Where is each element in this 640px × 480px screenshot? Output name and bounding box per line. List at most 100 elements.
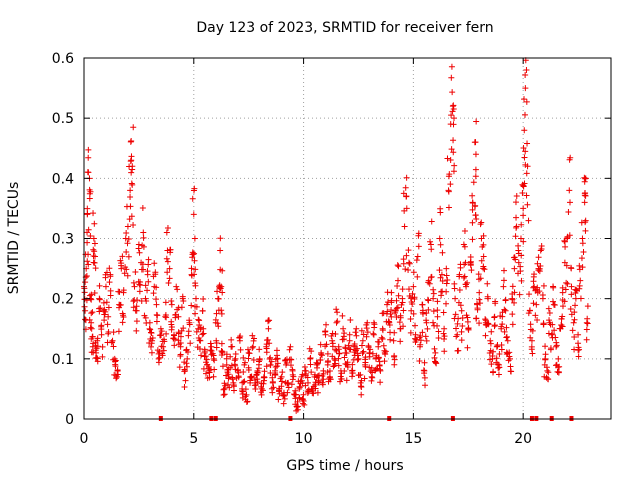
data-point [182, 377, 189, 384]
data-point [188, 265, 195, 272]
data-point [228, 336, 235, 343]
data-point [517, 268, 524, 275]
data-point [430, 286, 437, 293]
data-point [571, 309, 578, 316]
data-point [324, 359, 331, 366]
data-point [305, 386, 312, 393]
data-point [146, 319, 153, 326]
data-point [572, 302, 579, 309]
data-point [137, 282, 144, 289]
data-point [281, 395, 288, 402]
data-point [221, 391, 228, 398]
data-point [546, 310, 553, 317]
data-point [343, 377, 350, 384]
data-point [170, 335, 177, 342]
data-point [584, 315, 591, 322]
data-point [413, 257, 420, 264]
data-point [501, 328, 508, 335]
data-point [481, 266, 488, 273]
data-point [307, 361, 314, 368]
data-point [199, 331, 206, 338]
data-point [567, 306, 574, 313]
data-point [484, 321, 491, 328]
data-point [375, 355, 382, 362]
data-point [166, 275, 173, 282]
data-point [343, 361, 350, 368]
data-point [129, 166, 136, 173]
data-point [469, 219, 476, 226]
data-point [139, 205, 146, 212]
data-point [180, 325, 187, 332]
data-point [520, 183, 527, 190]
data-point [395, 292, 402, 299]
data-point [240, 354, 247, 361]
data-point [464, 318, 471, 325]
data-point [349, 373, 356, 380]
data-point [498, 323, 505, 330]
data-point [366, 353, 373, 360]
data-point [364, 329, 371, 336]
data-point [87, 188, 94, 195]
data-point [473, 315, 480, 322]
data-point [99, 343, 106, 350]
data-point [391, 361, 398, 368]
data-point [349, 361, 356, 368]
data-point [243, 391, 250, 398]
data-point [566, 199, 573, 206]
data-point [83, 273, 90, 280]
data-point [504, 337, 511, 344]
data-point [338, 375, 345, 382]
data-point [453, 325, 460, 332]
data-point [144, 268, 151, 275]
data-point [237, 346, 244, 353]
data-point [133, 327, 140, 334]
data-point [360, 348, 367, 355]
data-point [270, 384, 277, 391]
data-point [85, 251, 92, 258]
data-point [337, 378, 344, 385]
data-point [133, 318, 140, 325]
data-point [387, 311, 394, 318]
data-point [400, 260, 407, 267]
data-point [516, 291, 523, 298]
data-point [164, 269, 171, 276]
data-point [490, 348, 497, 355]
data-point [274, 363, 281, 370]
data-point [342, 344, 349, 351]
data-point [576, 346, 583, 353]
data-point [140, 243, 147, 250]
data-point [218, 310, 225, 317]
data-point [367, 346, 374, 353]
data-point [197, 337, 204, 344]
data-point [347, 346, 354, 353]
data-point [484, 280, 491, 287]
data-point [432, 359, 439, 366]
data-point [509, 311, 516, 318]
data-points [81, 57, 591, 414]
y-tick-label: 0 [65, 412, 74, 428]
data-point [120, 287, 127, 294]
data-point [128, 138, 135, 145]
data-point [452, 295, 459, 302]
data-point [91, 220, 98, 227]
data-point [187, 340, 194, 347]
data-point [288, 381, 295, 388]
data-point [408, 307, 415, 314]
data-point [175, 330, 182, 337]
data-point [378, 334, 385, 341]
data-point [489, 352, 496, 359]
data-point [265, 325, 272, 332]
data-point [571, 333, 578, 340]
data-point [163, 330, 170, 337]
data-point [450, 115, 457, 122]
data-point [259, 387, 266, 394]
data-point [219, 363, 226, 370]
data-point [566, 156, 573, 163]
data-point [183, 363, 190, 370]
data-point [482, 316, 489, 323]
data-point [553, 339, 560, 346]
data-point [168, 297, 175, 304]
data-point [515, 259, 522, 266]
data-point [240, 368, 247, 375]
data-point [123, 229, 130, 236]
